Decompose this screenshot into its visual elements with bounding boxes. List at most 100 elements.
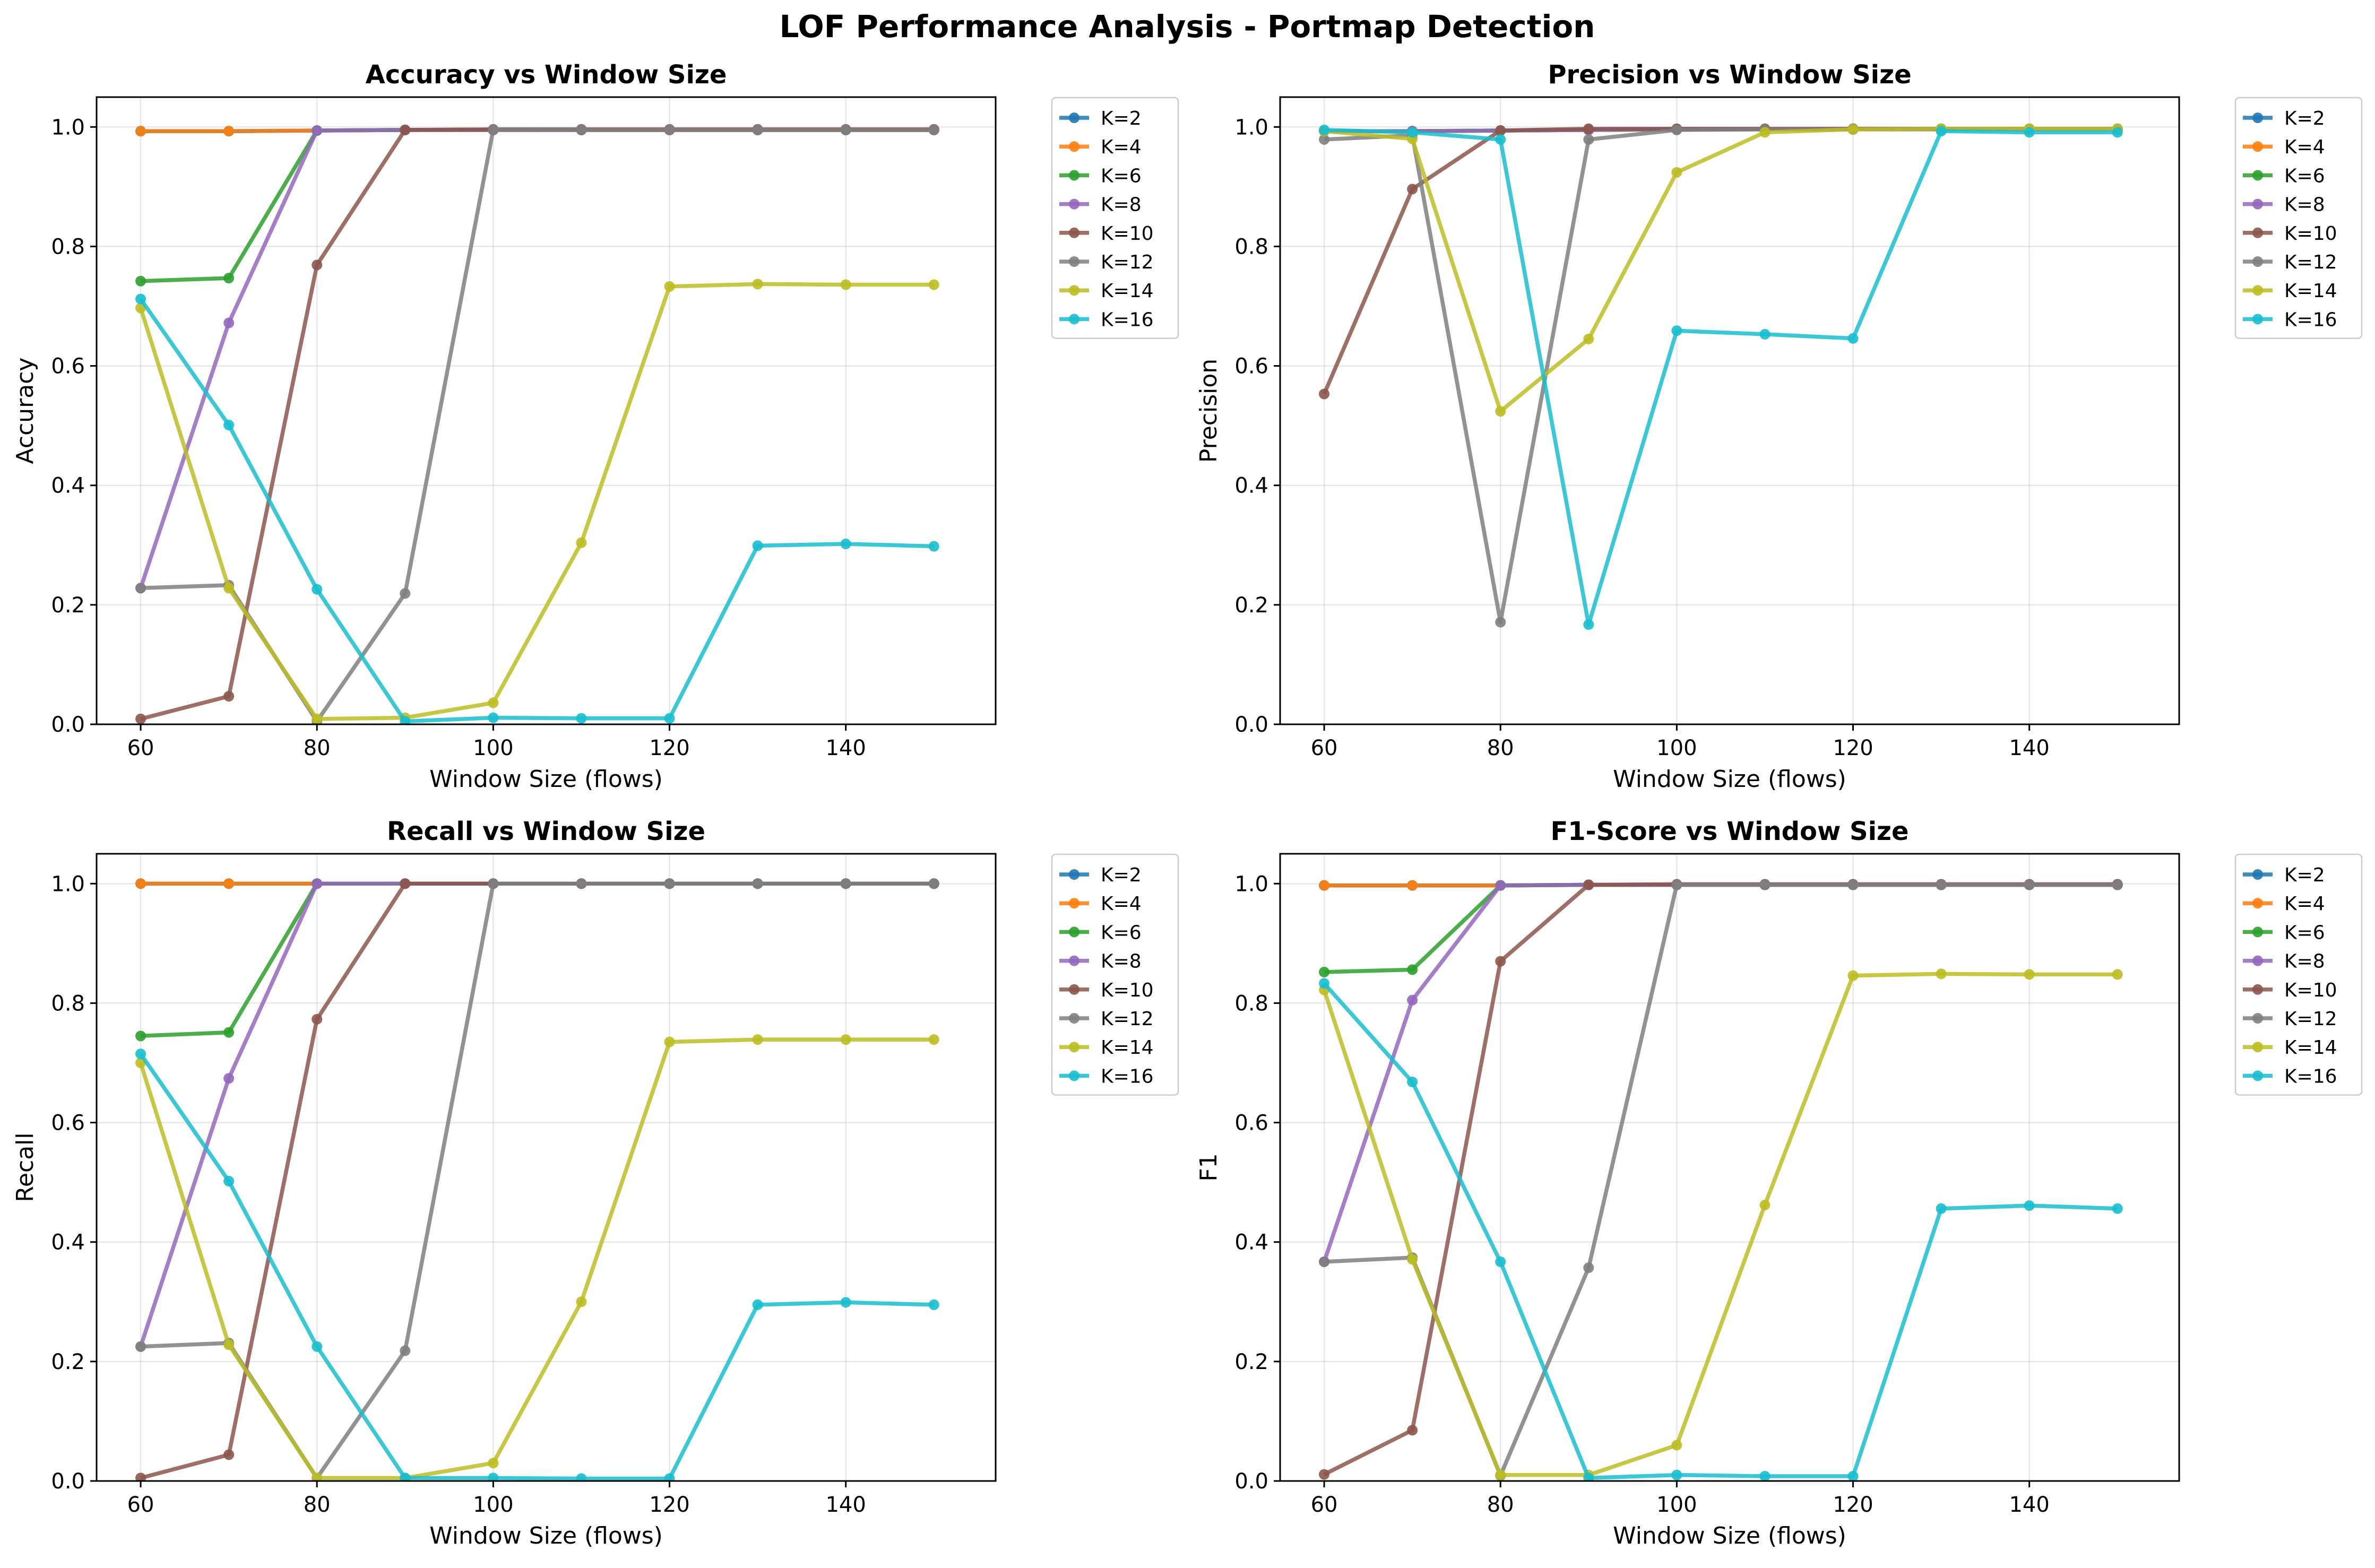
legend-swatch-marker [1069, 898, 1079, 909]
data-point-K=16 [312, 1341, 323, 1352]
y-tick-label: 1.0 [1234, 872, 1268, 896]
legend-swatch-marker [2252, 112, 2263, 123]
data-point-K=16 [752, 540, 763, 551]
y-tick-label: 0.8 [1234, 235, 1268, 259]
legend-label: K=6 [2284, 922, 2325, 943]
series-line-K=8 [139, 881, 934, 1347]
data-point-K=16 [576, 1473, 587, 1481]
data-point-K=14 [1936, 968, 1947, 980]
y-tick-label: 1.0 [1234, 115, 1268, 140]
data-point-K=14 [312, 1472, 323, 1481]
data-point-K=10 [223, 691, 235, 702]
data-point-K=14 [840, 1034, 851, 1045]
x-tick-label: 60 [1311, 1493, 1338, 1517]
y-axis-label: Accuracy [12, 358, 39, 464]
legend-swatch-marker [1069, 256, 1079, 267]
y-tick-label: 0.6 [1234, 354, 1268, 379]
series-group [135, 124, 939, 724]
data-point-K=16 [312, 584, 323, 595]
data-point-K=12 [135, 1341, 146, 1352]
legend-label: K=12 [1101, 252, 1154, 273]
x-axis-label: Window Size (flows) [429, 1522, 663, 1549]
legend-label: K=14 [2284, 280, 2337, 302]
y-tick-label: 0.0 [51, 1469, 85, 1494]
series-line-K=14 [139, 282, 934, 721]
x-tick-label: 140 [2009, 736, 2049, 760]
legend-label: K=12 [2284, 1008, 2337, 1030]
data-point-K=6 [1407, 964, 1418, 975]
y-tick-label: 1.0 [51, 872, 85, 896]
legend-swatch-marker [2252, 256, 2263, 267]
data-point-K=4 [135, 878, 146, 889]
panel-title: F1-Score vs Window Size [1550, 817, 1908, 846]
legend-swatch-marker [2252, 170, 2263, 181]
data-point-K=12 [840, 878, 851, 889]
data-point-K=12 [1583, 1262, 1594, 1274]
legend: K=2 K=4 K=6 K=8 K=10 K=12 K=14 K=16 [1051, 853, 1179, 1096]
data-point-K=16 [488, 1472, 499, 1481]
y-tick-label: 0.0 [1234, 1469, 1268, 1494]
data-point-K=14 [1759, 1199, 1771, 1210]
legend-label: K=16 [1101, 1065, 1154, 1087]
data-point-K=6 [135, 1030, 146, 1042]
data-point-K=10 [400, 124, 411, 135]
data-point-K=8 [223, 317, 235, 328]
legend-label: K=16 [2284, 1065, 2337, 1087]
x-tick-label: 100 [473, 1493, 513, 1517]
data-point-K=16 [2024, 127, 2035, 138]
data-point-K=12 [488, 124, 499, 135]
legend-swatch-marker [1069, 314, 1079, 325]
series-line-K=10 [1322, 126, 2118, 395]
data-point-K=14 [1495, 1469, 1506, 1480]
legend-swatch-marker [1069, 1013, 1079, 1024]
series-group [135, 878, 939, 1481]
chart-panel-2: 60 80 100 120 140 0.0 0.2 0.4 0.6 0.8 1.0 Precision… [1195, 60, 2363, 793]
data-point-K=12 [2112, 879, 2123, 890]
legend: K=2 K=4 K=6 K=8 K=10 K=12 K=14 K=16 [2234, 853, 2363, 1096]
data-point-K=14 [2112, 969, 2123, 980]
series-line-K=12 [1324, 127, 2118, 625]
y-tick-label: 0.2 [51, 1350, 85, 1374]
x-tick-label: 60 [127, 1493, 154, 1517]
data-point-K=16 [488, 712, 499, 723]
data-point-K=16 [2024, 1200, 2035, 1211]
legend-swatch-marker [1069, 1070, 1079, 1081]
data-point-K=12 [1671, 879, 1682, 890]
data-point-K=10 [135, 713, 146, 724]
data-point-K=14 [664, 281, 675, 292]
data-point-K=10 [1495, 956, 1506, 967]
legend-label: K=6 [1101, 922, 1142, 943]
y-tick-label: 0.6 [51, 354, 85, 379]
legend-swatch-marker [1069, 926, 1079, 938]
data-point-K=16 [1407, 1077, 1418, 1088]
y-axis-label: F1 [1195, 1153, 1222, 1181]
x-axis-label: Window Size (flows) [1613, 1522, 1846, 1549]
legend-swatch-marker [2252, 1013, 2263, 1024]
chart-panel-4: 60 80 100 120 140 0.0 0.2 0.4 0.6 0.8 1.0 F1-Score … [1195, 817, 2363, 1549]
chart-panel-3: 60 80 100 120 140 0.0 0.2 0.4 0.6 0.8 1.0 Recall vs… [12, 817, 1179, 1549]
data-point-K=8 [312, 125, 323, 136]
data-point-K=12 [928, 878, 939, 889]
legend-swatch-marker [1069, 170, 1079, 181]
x-tick-label: 80 [304, 1493, 331, 1517]
legend-label: K=4 [2284, 893, 2325, 915]
data-point-K=14 [752, 1034, 763, 1045]
data-point-K=14 [223, 583, 235, 594]
data-point-K=16 [2112, 127, 2123, 138]
x-tick-label: 100 [1656, 1493, 1697, 1517]
legend-label: K=12 [2284, 252, 2337, 273]
x-tick-label: 80 [1487, 736, 1514, 760]
y-tick-label: 1.0 [51, 115, 85, 140]
series-line-K=16 [1323, 982, 2118, 1480]
legend-swatch-marker [1069, 984, 1079, 995]
x-tick-label: 120 [1833, 1493, 1873, 1517]
data-point-K=6 [1319, 966, 1330, 977]
x-tick-label: 140 [825, 736, 866, 760]
legend-swatch-marker [2252, 285, 2263, 296]
data-point-K=16 [928, 541, 939, 552]
x-axis-label: Window Size (flows) [429, 766, 663, 793]
series-line-K=14 [1322, 972, 2118, 1477]
data-point-K=14 [1583, 333, 1594, 344]
data-point-K=16 [1671, 1469, 1682, 1480]
legend-label: K=4 [1101, 893, 1142, 915]
